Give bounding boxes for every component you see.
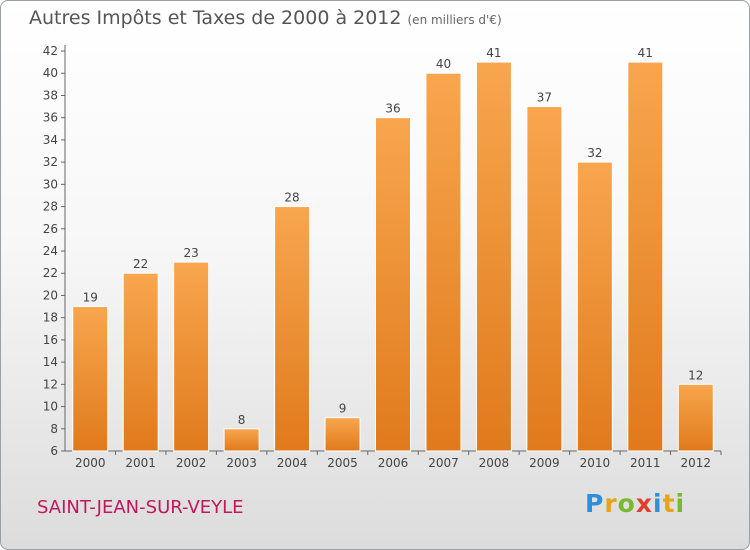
data-label: 28 (284, 191, 299, 205)
data-label: 41 (486, 46, 501, 60)
data-label: 12 (688, 368, 703, 382)
bar (627, 61, 664, 452)
x-tick-label: 2003 (226, 456, 257, 470)
bar (677, 383, 714, 452)
x-tick-label: 2000 (75, 456, 106, 470)
data-label: 23 (184, 246, 199, 260)
y-tick-label: 16 (43, 333, 58, 347)
logo-letter: x (635, 489, 653, 518)
x-tick-label: 2005 (327, 456, 358, 470)
y-tick-label: 26 (43, 222, 58, 236)
bar (122, 272, 159, 452)
bar (324, 417, 361, 452)
y-tick-label: 8 (50, 422, 58, 436)
data-label: 40 (436, 57, 451, 71)
data-label: 22 (133, 257, 148, 271)
logo-letter: i (675, 489, 686, 518)
y-tick-label: 34 (43, 133, 58, 147)
title-text: Autres Impôts et Taxes de 2000 à 2012 (29, 7, 402, 29)
data-label: 32 (587, 146, 602, 160)
y-tick-label: 12 (43, 377, 58, 391)
x-tick-label: 2006 (378, 456, 409, 470)
x-tick-label: 2010 (580, 456, 611, 470)
x-tick-label: 2009 (529, 456, 560, 470)
logo-letter: i (653, 489, 663, 518)
y-tick-label: 10 (43, 400, 58, 414)
y-tick-label: 22 (43, 266, 58, 280)
y-tick-label: 14 (43, 355, 58, 369)
bar (173, 261, 210, 452)
data-label: 9 (339, 402, 347, 416)
y-tick-label: 42 (43, 44, 58, 58)
y-tick-label: 38 (43, 88, 58, 102)
logo-letter: r (604, 489, 618, 518)
x-tick-label: 2008 (479, 456, 510, 470)
logo-letter: o (617, 489, 636, 518)
bar (375, 117, 411, 452)
data-label: 8 (238, 413, 246, 427)
bar (576, 161, 613, 452)
x-tick-label: 2001 (125, 456, 156, 470)
x-tick-label: 2012 (680, 456, 711, 470)
x-tick-label: 2004 (277, 456, 308, 470)
logo-letter: t (662, 489, 676, 518)
y-tick-label: 36 (43, 111, 58, 125)
bar (274, 206, 311, 452)
bar (72, 306, 109, 452)
y-tick-label: 40 (43, 66, 58, 80)
y-tick-label: 30 (43, 177, 58, 191)
bar (526, 106, 563, 452)
data-label: 41 (638, 46, 653, 60)
bar (475, 61, 512, 452)
x-tick-label: 2007 (428, 456, 459, 470)
bar (223, 428, 260, 452)
logo-letter: P (585, 489, 605, 518)
x-tick-label: 2002 (176, 456, 207, 470)
commune-name: SAINT-JEAN-SUR-VEYLE (37, 497, 244, 518)
y-tick-label: 6 (50, 444, 58, 458)
y-tick-label: 20 (43, 288, 58, 302)
data-label: 36 (385, 102, 400, 116)
data-label: 37 (537, 91, 552, 105)
unit-label: (en milliers d'€) (407, 13, 502, 27)
proxiti-logo: Proxiti (585, 489, 685, 518)
y-tick-label: 18 (43, 311, 58, 325)
y-tick-label: 32 (43, 155, 58, 169)
chart-title: Autres Impôts et Taxes de 2000 à 2012 (en… (29, 7, 502, 29)
x-tick-label: 2011 (630, 456, 661, 470)
data-label: 19 (83, 291, 98, 305)
bar (425, 72, 462, 452)
y-tick-label: 24 (43, 244, 58, 258)
y-tick-label: 28 (43, 200, 58, 214)
